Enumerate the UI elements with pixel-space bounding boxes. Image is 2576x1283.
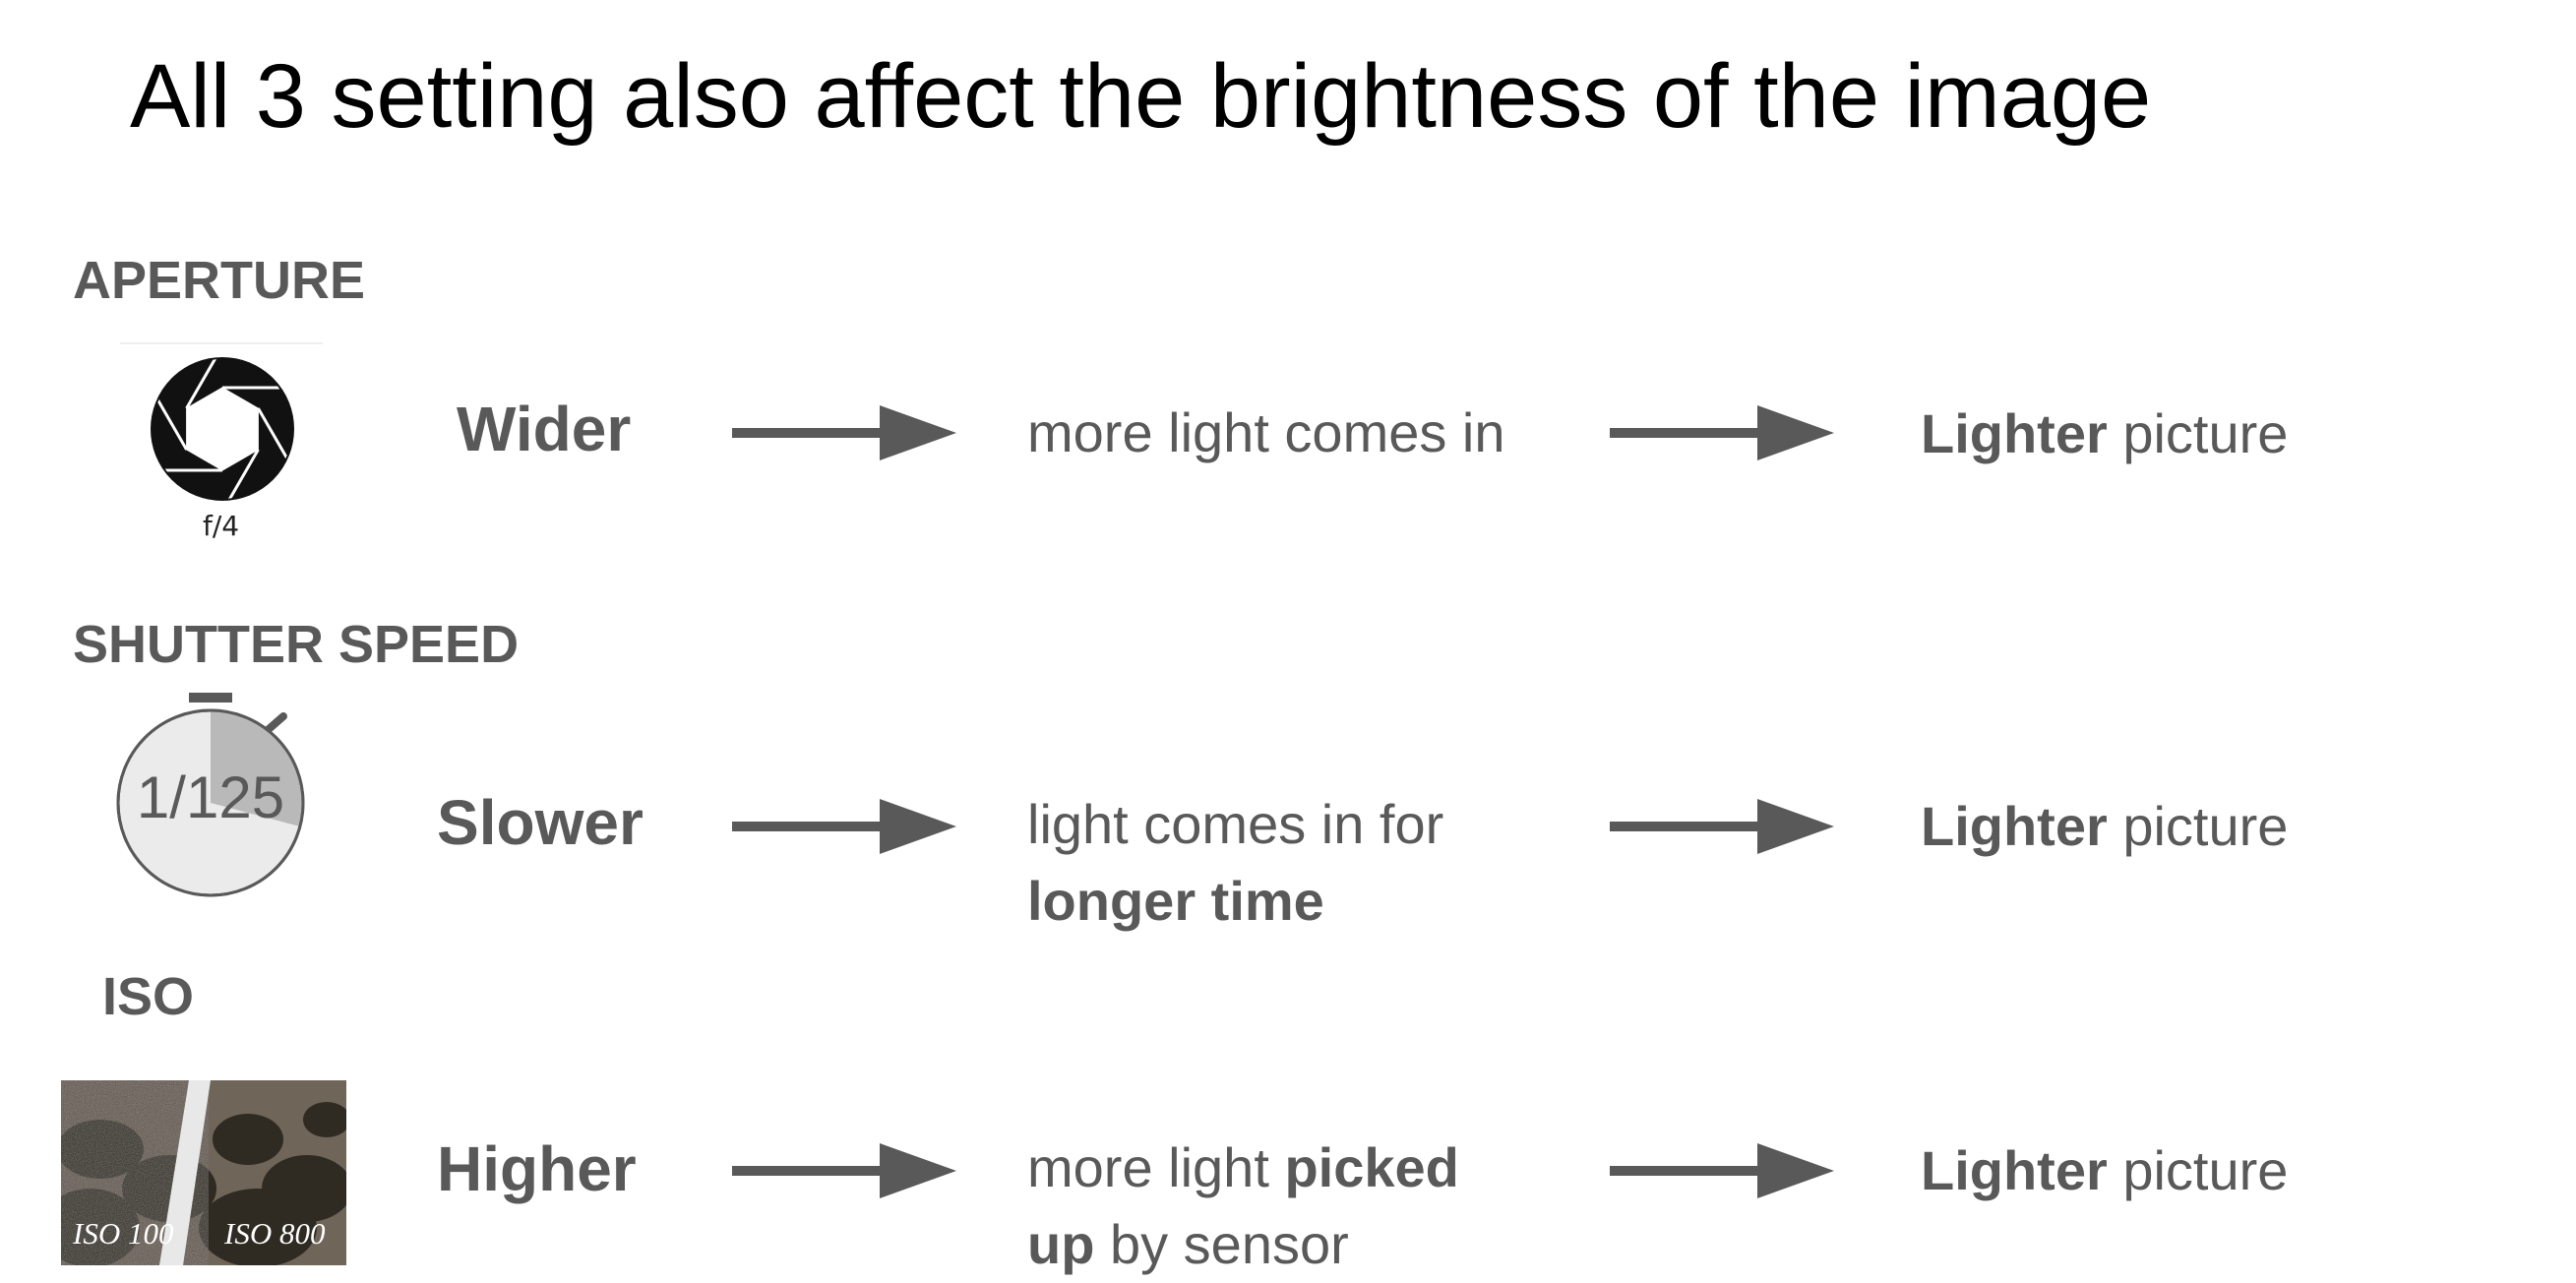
description-bold: picked [1284, 1136, 1459, 1198]
description-shutter-speed: light comes in for longer time [1027, 786, 1443, 940]
setting-wider: Wider [457, 394, 632, 464]
right-arrow-icon [732, 1143, 956, 1198]
section-label-shutter-speed: SHUTTER SPEED [73, 615, 520, 674]
result-aperture: Lighter picture [1921, 406, 2288, 461]
description-bold: up [1027, 1213, 1095, 1275]
result-text: picture [2107, 402, 2289, 464]
result-bold: Lighter [1921, 795, 2108, 857]
result-shutter-speed: Lighter picture [1921, 799, 2288, 854]
description-text: more light [1027, 1136, 1285, 1198]
description-aperture: more light comes in [1027, 395, 1505, 471]
iso-photo [61, 1080, 346, 1265]
section-label-aperture: APERTURE [73, 251, 366, 310]
description-iso: more light picked up by sensor [1027, 1130, 1459, 1283]
right-arrow-icon [732, 405, 956, 460]
shutter-speed-readout: 1/125 [136, 764, 285, 830]
result-text: picture [2107, 1139, 2289, 1201]
description-bold: longer time [1027, 870, 1324, 932]
result-iso: Lighter picture [1921, 1143, 2288, 1198]
result-bold: Lighter [1921, 1139, 2108, 1201]
right-arrow-icon [732, 799, 956, 854]
aperture-icon [151, 356, 294, 502]
iso-high-label: ISO 800 [224, 1216, 326, 1251]
setting-higher: Higher [437, 1133, 637, 1204]
aperture-caption: f/4 [203, 510, 240, 542]
divider [120, 342, 323, 344]
right-arrow-icon [1610, 1143, 1834, 1198]
section-label-iso: ISO [102, 967, 195, 1026]
right-arrow-icon [1610, 405, 1834, 460]
setting-slower: Slower [437, 787, 644, 858]
result-text: picture [2107, 795, 2289, 857]
description-text: by sensor [1094, 1213, 1349, 1275]
slide-title: All 3 setting also affect the brightness… [130, 46, 2152, 147]
description-text: more light comes in [1027, 401, 1505, 463]
iso-low-label: ISO 100 [73, 1216, 174, 1251]
iso-noise-comparison-icon: ISO 100 ISO 800 [61, 1080, 346, 1265]
right-arrow-icon [1610, 799, 1834, 854]
stopwatch-icon [116, 693, 305, 897]
result-bold: Lighter [1921, 402, 2108, 464]
description-line: light comes in for [1027, 793, 1444, 855]
